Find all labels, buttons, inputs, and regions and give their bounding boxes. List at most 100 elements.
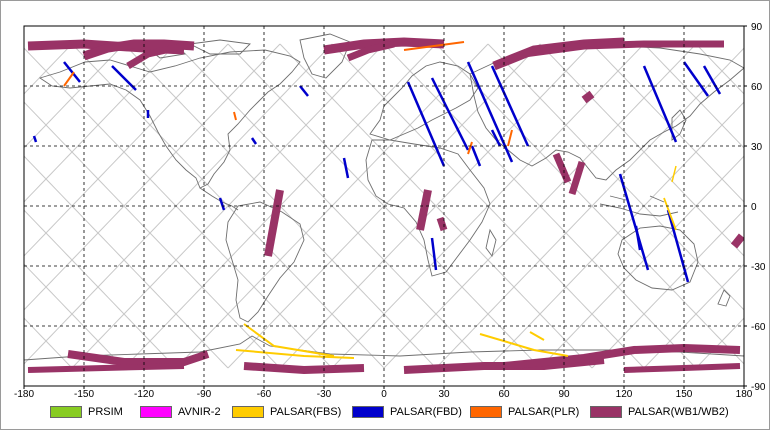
world-map: -180 -150 -120 -90 -60 -30 0 30 60 90 120 150 180 90… — [0, 22, 766, 400]
legend-item: PRSIM — [50, 404, 123, 420]
fbd-swath — [63, 61, 81, 83]
fbd-swath — [218, 197, 226, 211]
legend-item: AVNIR-2 — [140, 404, 221, 420]
plr-swath — [507, 129, 513, 147]
x-tick-label: -60 — [257, 389, 272, 400]
fbd-swath — [299, 85, 309, 97]
x-tick-label: -30 — [317, 389, 332, 400]
x-tick-label: -150 — [74, 389, 94, 400]
plr-swath — [63, 71, 75, 87]
y-tick-label: 90 — [751, 22, 763, 33]
legend-label: PALSAR(WB1/WB2) — [628, 406, 729, 418]
legend-swatch — [470, 406, 502, 418]
y-tick-label: -90 — [751, 382, 766, 393]
legend-swatch — [50, 406, 82, 418]
fbs-swath — [235, 349, 355, 359]
fbd-swath — [32, 135, 38, 143]
fbd-swath — [342, 157, 350, 179]
y-axis-labels: 90 60 30 0 -30 -60 -90 — [744, 22, 766, 393]
wb-swath — [243, 362, 365, 375]
fbs-swath — [671, 165, 677, 183]
x-tick-label: -90 — [197, 389, 212, 400]
legend-item: PALSAR(WB1/WB2) — [590, 404, 729, 420]
x-tick-label: -180 — [14, 389, 34, 400]
wb-swath — [264, 189, 284, 257]
fbs-swath — [663, 197, 677, 231]
legend-label: PALSAR(FBD) — [390, 406, 462, 418]
coast-greenland — [299, 33, 351, 79]
wb-swath — [67, 350, 210, 366]
legend-swatch — [352, 406, 384, 418]
legend-label: AVNIR-2 — [178, 406, 221, 418]
wb-swath — [416, 189, 432, 231]
x-tick-label: 90 — [558, 389, 570, 400]
wb-swath — [730, 233, 744, 249]
legend-label: PALSAR(PLR) — [508, 406, 580, 418]
fbd-swath — [406, 81, 446, 167]
orbit-track — [591, 209, 744, 369]
lat-lon-grid — [24, 26, 744, 386]
fbs-swath — [243, 323, 335, 357]
y-tick-label: 60 — [751, 82, 763, 93]
wb-swath — [552, 152, 572, 184]
fbd-swath — [490, 65, 530, 147]
coast-japan — [671, 109, 687, 141]
legend-item: PALSAR(FBS) — [232, 404, 341, 420]
fbd-swath — [618, 173, 650, 271]
fbd-swath — [250, 137, 258, 145]
legend-swatch — [590, 406, 622, 418]
fbd-swath — [634, 225, 642, 251]
orbit-track — [0, 44, 20, 368]
x-tick-label: 60 — [498, 389, 510, 400]
coast-south-america — [225, 201, 305, 323]
coast-madagascar — [485, 228, 497, 258]
orbit-track — [591, 43, 744, 203]
x-tick-label: -120 — [134, 389, 154, 400]
x-tick-label: 120 — [616, 389, 633, 400]
fbd-swath — [430, 77, 470, 151]
y-tick-label: -60 — [751, 322, 766, 333]
x-tick-label: 30 — [438, 389, 450, 400]
orbit-track — [643, 43, 744, 149]
wb-swath — [581, 90, 595, 104]
fbs-swath — [529, 331, 545, 341]
y-tick-label: 30 — [751, 142, 763, 153]
legend-swatch — [140, 406, 172, 418]
observation-swaths — [27, 37, 744, 375]
wb-swath — [27, 363, 185, 373]
plr-swath — [233, 111, 237, 121]
fbd-swath — [702, 65, 722, 95]
orbit-track — [643, 263, 744, 369]
plr-swath — [467, 141, 473, 155]
fbd-swath — [430, 237, 438, 271]
plr-swath — [403, 41, 465, 51]
legend-label: PRSIM — [88, 406, 123, 418]
x-axis-labels: -180 -150 -120 -90 -60 -30 0 30 60 90 120 150 180 — [14, 386, 753, 400]
coast-asia — [469, 45, 744, 181]
wb-swath — [568, 160, 586, 196]
wb-swath — [436, 216, 448, 232]
fbd-swath — [642, 65, 678, 143]
wb-swath — [623, 363, 741, 373]
coast-indonesia — [599, 195, 679, 217]
wb-swath — [346, 40, 395, 62]
coast-new-zealand — [717, 289, 731, 307]
x-tick-label: 150 — [676, 389, 693, 400]
legend-item: PALSAR(PLR) — [470, 404, 579, 420]
y-tick-label: 0 — [751, 202, 757, 213]
fbd-swath — [490, 129, 502, 147]
x-tick-label: 180 — [736, 389, 753, 400]
x-tick-label: 0 — [381, 389, 387, 400]
fbd-swath — [682, 61, 710, 97]
wb-swath — [503, 343, 741, 370]
fbd-swath — [466, 61, 514, 163]
fbd-swath — [470, 145, 482, 167]
orbit-track — [0, 44, 20, 368]
wb-swath — [126, 42, 185, 70]
coast-africa — [365, 139, 491, 277]
coast-north-america — [38, 49, 301, 189]
legend-label: PALSAR(FBS) — [270, 406, 342, 418]
legend-swatch — [232, 406, 264, 418]
legend: PRSIM AVNIR-2 PALSAR(FBS) PALSAR(FBD) PALSAR… — [0, 400, 770, 424]
y-tick-label: -30 — [751, 262, 766, 273]
